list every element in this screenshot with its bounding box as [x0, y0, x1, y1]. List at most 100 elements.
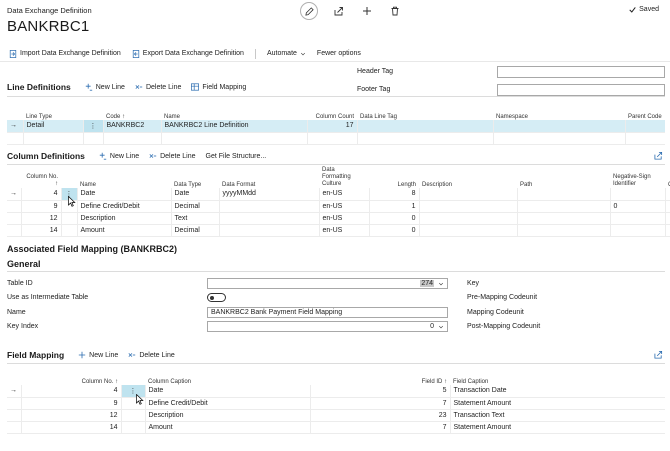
cell-negative-sign[interactable] — [610, 224, 666, 237]
cell-column-no[interactable]: 14 — [21, 224, 62, 237]
col-header-culture[interactable]: Data Formatting Culture — [322, 167, 351, 187]
cell-description[interactable] — [419, 200, 518, 213]
cell-field-caption[interactable]: Transaction Text — [450, 409, 665, 422]
cell-data-format[interactable]: yyyyMMdd — [219, 188, 320, 201]
ld-delete-line-button[interactable]: Delete Line — [135, 83, 181, 91]
table-row[interactable]: 9 Define Credit/Debit Decimal en-US 1 0 — [7, 200, 670, 213]
col-header-name[interactable]: Name — [164, 114, 181, 120]
col-header-column-no[interactable]: Column No. ↑ — [26, 174, 58, 187]
cell-culture[interactable]: en-US — [319, 188, 370, 201]
cell-data-format[interactable] — [219, 224, 320, 237]
col-header-code[interactable]: Code ↑ — [106, 114, 126, 120]
col-header-parent-code[interactable]: Parent Code — [628, 114, 662, 120]
ld-new-line-button[interactable]: New Line — [85, 83, 125, 91]
col-header-line-type[interactable]: Line Type — [26, 114, 52, 120]
new-button[interactable] — [360, 4, 374, 18]
cell-name[interactable]: Define Credit/Debit — [77, 200, 172, 213]
cell-path[interactable] — [517, 224, 611, 237]
header-tag-input[interactable] — [497, 66, 665, 78]
table-row[interactable]: 12 Description Text en-US 0 — [7, 212, 670, 225]
table-row[interactable]: → 4 ⋮ Date Date yyyyMMdd en-US 8 — [7, 188, 670, 201]
col-header-negative-sign[interactable]: Negative-Sign Identifier — [613, 174, 651, 187]
col-header-data-format[interactable]: Data Format — [222, 182, 256, 188]
cell-data-type[interactable]: Text — [171, 212, 220, 225]
edit-button[interactable] — [300, 2, 318, 20]
col-header-data-type[interactable]: Data Type — [174, 182, 202, 188]
cell-parent-code[interactable] — [625, 120, 665, 133]
cell-culture[interactable]: en-US — [319, 200, 370, 213]
ld-field-mapping-button[interactable]: Field Mapping — [191, 83, 246, 91]
col-header-column-caption[interactable]: Column Caption — [148, 379, 192, 385]
cell-data-line-tag[interactable] — [357, 120, 494, 133]
cell-column-caption[interactable]: Description — [145, 409, 311, 422]
table-row[interactable]: 14 Amount 7 Statement Amount — [7, 421, 665, 434]
cell-path[interactable] — [517, 200, 611, 213]
col-header-description[interactable]: Description — [422, 182, 453, 188]
cell-field-id[interactable]: 7 — [310, 397, 451, 410]
intermediate-toggle[interactable] — [207, 293, 226, 302]
cell-name[interactable]: BANKRBC2 Line Definition — [161, 120, 308, 133]
cell-name[interactable]: Description — [77, 212, 172, 225]
table-row[interactable]: 14 Amount Decimal en-US 0 — [7, 224, 670, 237]
cell-field-caption[interactable]: Statement Amount — [450, 397, 665, 410]
cell-column-no[interactable]: 14 — [21, 421, 122, 434]
cell-path[interactable] — [517, 188, 611, 201]
table-id-input[interactable]: 274 — [207, 278, 448, 289]
col-header-length[interactable]: Length — [397, 182, 416, 188]
fm-new-line-button[interactable]: New Line — [78, 351, 118, 359]
automate-menu[interactable]: Automate — [267, 50, 306, 57]
cell-data-format[interactable] — [219, 200, 320, 213]
cell-field-caption[interactable]: Transaction Date — [450, 385, 665, 398]
col-header-field-id[interactable]: Field ID ↑ — [421, 379, 447, 385]
cell-field-id[interactable]: 7 — [310, 421, 451, 434]
table-row[interactable]: → 4 ⋮ Date 5 Transaction Date — [7, 385, 665, 398]
col-header-path[interactable]: Path — [520, 182, 533, 188]
cell-description[interactable] — [419, 188, 518, 201]
cell-name[interactable]: Amount — [77, 224, 172, 237]
cell-culture[interactable]: en-US — [319, 224, 370, 237]
cell-column-count[interactable]: 17 — [307, 120, 358, 133]
cell-column-no[interactable]: 12 — [21, 212, 62, 225]
row-menu-icon[interactable]: ⋮ — [61, 188, 78, 201]
cell-field-id[interactable]: 23 — [310, 409, 451, 422]
cell-negative-sign[interactable] — [610, 212, 666, 225]
col-header-cut[interactable]: Col — [665, 166, 670, 188]
fm-delete-line-button[interactable]: Delete Line — [128, 351, 175, 359]
footer-tag-input[interactable] — [497, 84, 665, 96]
fewer-options-button[interactable]: Fewer options — [317, 50, 361, 57]
cell-column-no[interactable]: 4 — [21, 188, 62, 201]
expand-button[interactable] — [654, 350, 663, 361]
export-button[interactable]: Export Data Exchange Definition — [132, 49, 244, 58]
table-row[interactable]: 12 Description 23 Transaction Text — [7, 409, 665, 422]
cell-length[interactable]: 1 — [369, 200, 420, 213]
cell-namespace[interactable] — [493, 120, 626, 133]
cell-column-no[interactable]: 12 — [21, 409, 122, 422]
delete-button[interactable] — [388, 4, 402, 18]
import-button[interactable]: Import Data Exchange Definition — [9, 49, 121, 58]
cell-column-caption[interactable]: Amount — [145, 421, 311, 434]
row-menu-icon[interactable]: ⋮ — [83, 120, 104, 133]
cell-description[interactable] — [419, 212, 518, 225]
cell-name[interactable]: Date — [77, 188, 172, 201]
row-menu-icon[interactable]: ⋮ — [121, 385, 146, 398]
col-header-column-no[interactable]: Column No. ↑ — [81, 379, 118, 385]
cell-length[interactable]: 0 — [369, 212, 420, 225]
cell-data-type[interactable]: Date — [171, 188, 220, 201]
cell-data-format[interactable] — [219, 212, 320, 225]
cell-length[interactable]: 0 — [369, 224, 420, 237]
cell-culture[interactable]: en-US — [319, 212, 370, 225]
cell-data-type[interactable]: Decimal — [171, 224, 220, 237]
cell-negative-sign[interactable] — [610, 188, 666, 201]
cell-code[interactable]: BANKRBC2 — [103, 120, 162, 133]
cell-column-caption[interactable]: Define Credit/Debit — [145, 397, 311, 410]
cell-negative-sign[interactable]: 0 — [610, 200, 666, 213]
col-header-field-caption[interactable]: Field Caption — [453, 379, 489, 385]
cell-line-type[interactable]: Detail — [23, 120, 84, 133]
cell-column-no[interactable]: 9 — [21, 200, 62, 213]
col-header-column-count[interactable]: Column Count — [315, 114, 354, 120]
cd-delete-line-button[interactable]: Delete Line — [149, 152, 196, 160]
key-index-input[interactable]: 0 — [207, 321, 448, 332]
cell-column-caption[interactable]: Date — [145, 385, 311, 398]
cell-description[interactable] — [419, 224, 518, 237]
col-header-namespace[interactable]: Namespace — [496, 114, 529, 120]
